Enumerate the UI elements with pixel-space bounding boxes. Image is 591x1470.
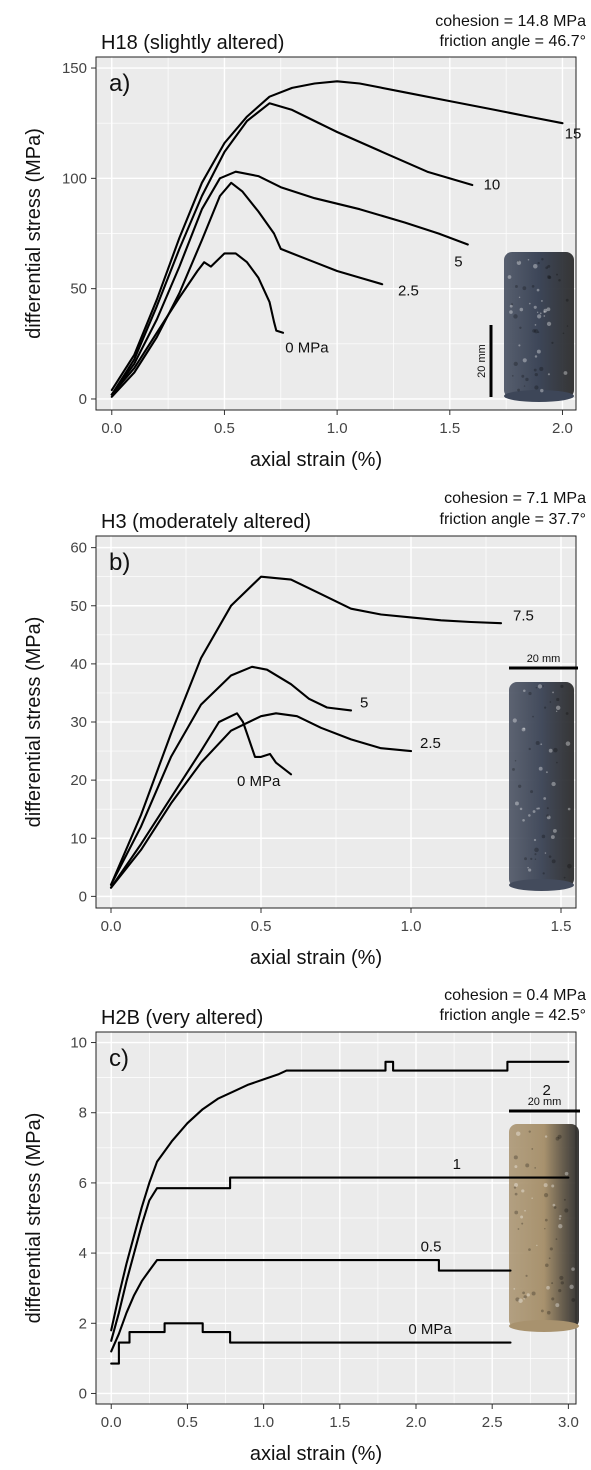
panel-c-label: c) — [109, 1045, 129, 1072]
panel-c-title: H2B (very altered) — [101, 1007, 263, 1029]
panel-a-curve-5 — [110, 170, 469, 396]
panel-b-x-axis-label: axial strain (%) — [250, 947, 382, 969]
panel-c-cohesion: cohesion = 0.4 MPa — [444, 987, 586, 1004]
panel-a-y-tick-label: 100 — [62, 170, 87, 187]
panel-c-specimen-photo — [509, 1124, 579, 1332]
panel-b-friction-angle: friction angle = 37.7° — [440, 511, 587, 528]
panel-c-friction-angle: friction angle = 42.5° — [440, 1007, 587, 1024]
panel-a: 0.0 0.5 1.0 1.5 2.0 0 50 100 150 20 mm 0 MPa 2.5 5 10… — [23, 13, 586, 471]
panel-b-y-tick-label: 40 — [70, 656, 87, 673]
panel-c-y-tick-label: 4 — [79, 1245, 87, 1262]
panel-b-x-tick-label: 0.5 — [251, 918, 272, 935]
panel-b-plot-frame — [95, 535, 577, 909]
panel-a-curve-2_5 — [110, 181, 384, 398]
panel-c-curve-label: 0.5 — [421, 1238, 442, 1255]
panel-a-scale-bar-label: 20 mm — [476, 344, 488, 378]
panel-a-x-tick-label: 2.0 — [552, 420, 573, 437]
panel-b-curve-5 — [109, 665, 353, 886]
panel-c-x-axis-label: axial strain (%) — [250, 1443, 382, 1465]
panel-b-y-tick-label: 60 — [70, 540, 87, 557]
panel-a-x-tick-label: 0.5 — [214, 420, 235, 437]
panel-b-y-tick-label: 30 — [70, 714, 87, 731]
panel-b-x-tick-label: 0.0 — [101, 918, 122, 935]
panel-a-curve-label: 0 MPa — [285, 340, 329, 357]
panel-c-x-tick-label: 2.0 — [406, 1414, 427, 1431]
panel-c-y-tick-label: 8 — [79, 1105, 87, 1122]
panel-c-y-tick-label: 6 — [79, 1175, 87, 1192]
panel-a-cohesion: cohesion = 14.8 MPa — [435, 13, 586, 30]
panel-b-x-tick-label: 1.5 — [551, 918, 572, 935]
panel-b-y-axis-label: differential stress (MPa) — [23, 617, 45, 828]
panel-c-curve-2 — [110, 1060, 570, 1332]
panel-a-x-tick-label: 0.0 — [101, 420, 122, 437]
panel-c-scale-bar-label: 20 mm — [528, 1096, 562, 1108]
panel-c-x-tick-label: 0.5 — [177, 1414, 198, 1431]
panel-a-x-tick-label: 1.5 — [439, 420, 460, 437]
panel-a-label: a) — [109, 70, 130, 97]
panel-a-y-axis-label: differential stress (MPa) — [23, 128, 45, 339]
panel-a-y-tick-label: 150 — [62, 60, 87, 77]
panel-b-x-tick-label: 1.0 — [401, 918, 422, 935]
panel-b-y-tick-label: 50 — [70, 598, 87, 615]
panel-b-curve-label: 7.5 — [513, 607, 534, 624]
panel-b-title: H3 (moderately altered) — [101, 511, 311, 533]
panel-c-curve-0_5 — [110, 1259, 512, 1353]
panel-c-curve-1 — [110, 1176, 570, 1342]
panel-c-y-tick-label: 10 — [70, 1035, 87, 1052]
panel-b-curve-label: 5 — [360, 694, 368, 711]
panel-c-x-tick-label: 2.5 — [482, 1414, 503, 1431]
panel-a-plot-frame — [95, 56, 577, 411]
panel-a-y-tick-label: 50 — [70, 281, 87, 298]
panel-a-curve-15 — [110, 80, 564, 392]
panel-c-x-tick-label: 1.5 — [329, 1414, 350, 1431]
panel-a-x-tick-label: 1.0 — [327, 420, 348, 437]
panel-c-y-tick-label: 2 — [79, 1315, 87, 1332]
panel-a-curve-label: 2.5 — [398, 282, 419, 299]
panel-c-x-tick-label: 3.0 — [558, 1414, 579, 1431]
panel-a-curve-label: 15 — [565, 126, 582, 143]
panel-b-y-tick-label: 10 — [70, 830, 87, 847]
panel-b-curve-label: 2.5 — [420, 735, 441, 752]
panel-a-friction-angle: friction angle = 46.7° — [440, 33, 587, 50]
panel-a-title: H18 (slightly altered) — [101, 32, 284, 54]
panel-b-curve-2_5 — [109, 712, 413, 889]
panel-c-curve-label: 2 — [542, 1082, 550, 1099]
panel-b-label: b) — [109, 549, 130, 576]
panel-c-y-axis-label: differential stress (MPa) — [23, 1113, 45, 1324]
panel-b-curve-0-mpa — [109, 712, 293, 889]
panel-c-curve-0-mpa — [110, 1322, 512, 1365]
panel-b-scale-bar-label: 20 mm — [527, 653, 561, 665]
panel-c-x-tick-label: 0.0 — [101, 1414, 122, 1431]
panel-c-curve-label: 0 MPa — [408, 1321, 452, 1338]
panel-b: 0.0 0.5 1.0 1.5 0 10 20 30 40 50 60 20 mm 0 MPa 2.5 5 7… — [23, 490, 586, 969]
panel-b-specimen-photo — [509, 682, 574, 891]
panel-a-curve-10 — [110, 102, 474, 396]
panel-a-y-tick-label: 0 — [79, 391, 87, 408]
panel-c: 0.0 0.5 1.0 1.5 2.0 2.5 3.0 0 2 4 6 8 10 20 mm 0 MPa 0.… — [23, 987, 586, 1465]
panel-b-curve-label: 0 MPa — [237, 773, 281, 790]
panel-a-curve-label: 10 — [484, 176, 501, 193]
panel-a-curve-label: 5 — [454, 254, 462, 271]
panel-a-x-axis-label: axial strain (%) — [250, 449, 382, 471]
panel-c-curve-label: 1 — [453, 1156, 461, 1173]
panel-b-cohesion: cohesion = 7.1 MPa — [444, 490, 586, 507]
panel-b-curve-7_5 — [109, 575, 503, 886]
panel-a-specimen-photo — [504, 252, 574, 402]
panel-b-y-tick-label: 20 — [70, 772, 87, 789]
panel-b-y-tick-label: 0 — [79, 888, 87, 905]
panel-c-x-tick-label: 1.0 — [253, 1414, 274, 1431]
panel-c-y-tick-label: 0 — [79, 1385, 87, 1402]
